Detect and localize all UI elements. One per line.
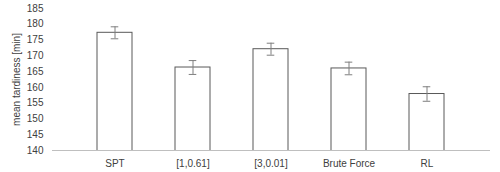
- svg-text:140: 140: [27, 145, 44, 156]
- svg-text:185: 185: [27, 3, 44, 14]
- svg-text:160: 160: [27, 82, 44, 93]
- svg-text:175: 175: [27, 34, 44, 45]
- svg-text:165: 165: [27, 66, 44, 77]
- svg-text:RL: RL: [421, 158, 434, 169]
- svg-text:180: 180: [27, 18, 44, 29]
- svg-text:155: 155: [27, 97, 44, 108]
- svg-text:[1,0.61]: [1,0.61]: [176, 158, 210, 169]
- svg-text:[3,0.01]: [3,0.01]: [254, 158, 288, 169]
- svg-text:145: 145: [27, 129, 44, 140]
- svg-text:SPT: SPT: [105, 158, 124, 169]
- svg-text:Brute Force: Brute Force: [323, 158, 376, 169]
- svg-text:mean tardiness [min]: mean tardiness [min]: [11, 33, 22, 126]
- svg-text:150: 150: [27, 113, 44, 124]
- svg-text:170: 170: [27, 50, 44, 61]
